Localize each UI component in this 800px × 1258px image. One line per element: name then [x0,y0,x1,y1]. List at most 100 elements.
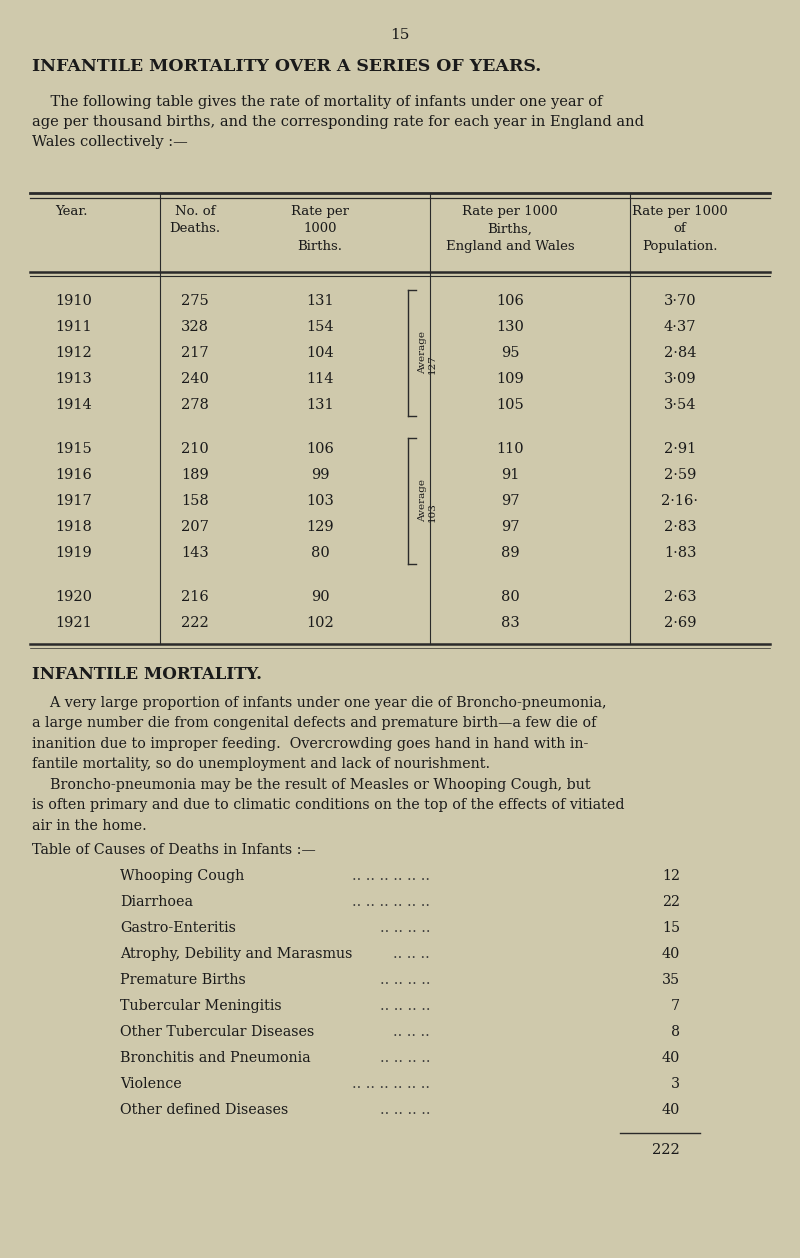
Text: 131: 131 [306,398,334,413]
Text: 222: 222 [652,1144,680,1157]
Text: 1920: 1920 [55,590,92,604]
Text: 2·63: 2·63 [664,590,696,604]
Text: 106: 106 [306,442,334,455]
Text: 109: 109 [496,372,524,386]
Text: 1911: 1911 [55,320,92,335]
Text: 40: 40 [662,947,680,961]
Text: 222: 222 [181,616,209,630]
Text: 99: 99 [310,468,330,482]
Text: 1914: 1914 [55,398,92,413]
Text: 95: 95 [501,346,519,360]
Text: 1916: 1916 [55,468,92,482]
Text: 2·59: 2·59 [664,468,696,482]
Text: 97: 97 [501,494,519,508]
Text: 15: 15 [662,921,680,935]
Text: Gastro-Enteritis: Gastro-Enteritis [120,921,236,935]
Text: 130: 130 [496,320,524,335]
Text: 110: 110 [496,442,524,455]
Text: 22: 22 [662,894,680,910]
Text: 90: 90 [310,590,330,604]
Text: 2·84: 2·84 [664,346,696,360]
Text: .. .. .. .. .. ..: .. .. .. .. .. .. [352,894,430,910]
Text: .. .. .. ..: .. .. .. .. [379,1103,430,1117]
Text: 106: 106 [496,294,524,308]
Text: 217: 217 [181,346,209,360]
Text: Violence: Violence [120,1077,182,1091]
Text: 104: 104 [306,346,334,360]
Text: 80: 80 [501,590,519,604]
Text: 83: 83 [501,616,519,630]
Text: Year.: Year. [55,205,87,218]
Text: 1912: 1912 [55,346,92,360]
Text: 2·91: 2·91 [664,442,696,455]
Text: 3·70: 3·70 [664,294,696,308]
Text: 40: 40 [662,1050,680,1066]
Text: No. of
Deaths.: No. of Deaths. [170,205,221,235]
Text: 275: 275 [181,294,209,308]
Text: 1·83: 1·83 [664,546,696,560]
Text: 35: 35 [662,972,680,988]
Text: .. .. .. ..: .. .. .. .. [379,921,430,935]
Text: 328: 328 [181,320,209,335]
Text: 207: 207 [181,520,209,533]
Text: 114: 114 [306,372,334,386]
Text: Atrophy, Debility and Marasmus: Atrophy, Debility and Marasmus [120,947,352,961]
Text: 80: 80 [310,546,330,560]
Text: 103: 103 [306,494,334,508]
Text: 40: 40 [662,1103,680,1117]
Text: 240: 240 [181,372,209,386]
Text: 1918: 1918 [55,520,92,533]
Text: 2·16·: 2·16· [662,494,698,508]
Text: The following table gives the rate of mortality of infants under one year of
age: The following table gives the rate of mo… [32,96,644,150]
Text: 1910: 1910 [55,294,92,308]
Text: 189: 189 [181,468,209,482]
Text: Diarrhoea: Diarrhoea [120,894,193,910]
Text: 1917: 1917 [55,494,92,508]
Text: 129: 129 [306,520,334,533]
Text: .. .. .. .. .. ..: .. .. .. .. .. .. [352,869,430,883]
Text: 278: 278 [181,398,209,413]
Text: .. .. .. ..: .. .. .. .. [379,972,430,988]
Text: .. .. ..: .. .. .. [394,947,430,961]
Text: .. .. ..: .. .. .. [394,1025,430,1039]
Text: 8: 8 [671,1025,680,1039]
Text: A very large proportion of infants under one year die of Broncho-pneumonia,
a la: A very large proportion of infants under… [32,696,606,771]
Text: Whooping Cough: Whooping Cough [120,869,244,883]
Text: 1919: 1919 [55,546,92,560]
Text: .. .. .. ..: .. .. .. .. [379,1050,430,1066]
Text: Premature Births: Premature Births [120,972,246,988]
Text: Broncho-pneumonia may be the result of Measles or Whooping Cough, but
is often p: Broncho-pneumonia may be the result of M… [32,777,625,833]
Text: Rate per 1000
of
Population.: Rate per 1000 of Population. [632,205,728,253]
Text: 1913: 1913 [55,372,92,386]
Text: 15: 15 [390,28,410,42]
Text: Average
103: Average 103 [418,479,437,522]
Text: 3·09: 3·09 [664,372,696,386]
Text: 3·54: 3·54 [664,398,696,413]
Text: Rate per
1000
Births.: Rate per 1000 Births. [291,205,349,253]
Text: Tubercular Meningitis: Tubercular Meningitis [120,999,282,1013]
Text: 216: 216 [181,590,209,604]
Text: 2·69: 2·69 [664,616,696,630]
Text: 154: 154 [306,320,334,335]
Text: 102: 102 [306,616,334,630]
Text: Other defined Diseases: Other defined Diseases [120,1103,288,1117]
Text: 89: 89 [501,546,519,560]
Text: 4·37: 4·37 [664,320,696,335]
Text: 7: 7 [671,999,680,1013]
Text: Average
127: Average 127 [418,332,437,375]
Text: Table of Causes of Deaths in Infants :—: Table of Causes of Deaths in Infants :— [32,843,316,857]
Text: 1915: 1915 [55,442,92,455]
Text: Rate per 1000
Births,
England and Wales: Rate per 1000 Births, England and Wales [446,205,574,253]
Text: INFANTILE MORTALITY.: INFANTILE MORTALITY. [32,665,262,683]
Text: Bronchitis and Pneumonia: Bronchitis and Pneumonia [120,1050,310,1066]
Text: 131: 131 [306,294,334,308]
Text: INFANTILE MORTALITY OVER A SERIES OF YEARS.: INFANTILE MORTALITY OVER A SERIES OF YEA… [32,58,542,75]
Text: .. .. .. ..: .. .. .. .. [379,999,430,1013]
Text: 12: 12 [662,869,680,883]
Text: 1921: 1921 [55,616,92,630]
Text: Other Tubercular Diseases: Other Tubercular Diseases [120,1025,314,1039]
Text: 210: 210 [181,442,209,455]
Text: 91: 91 [501,468,519,482]
Text: 97: 97 [501,520,519,533]
Text: 2·83: 2·83 [664,520,696,533]
